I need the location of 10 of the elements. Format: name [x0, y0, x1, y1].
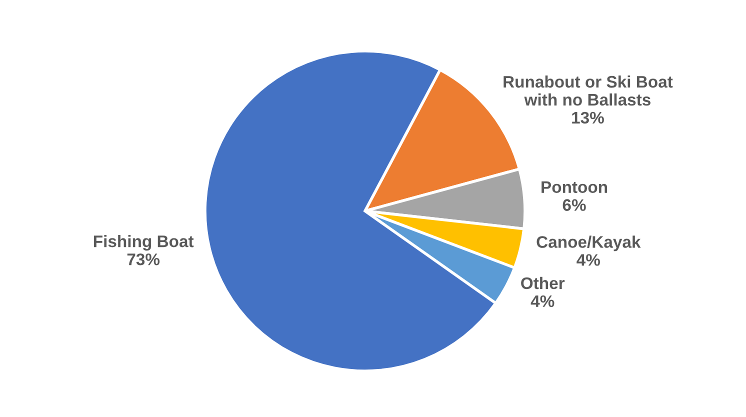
slice-label: Fishing Boat: [94, 235, 194, 251]
data-label: 6%: [562, 199, 586, 211]
slice-label: Runabout or Ski Boat with no Ballasts: [504, 75, 673, 106]
data-label: 4%: [530, 295, 554, 308]
slice-label: Canoe/Kayak: [536, 236, 641, 252]
data-label: 4%: [576, 254, 600, 266]
data-label: 73%: [127, 253, 160, 266]
slice-label: Pontoon: [542, 181, 608, 193]
slice-label: Other: [521, 276, 565, 290]
data-label: 13%: [572, 112, 604, 124]
